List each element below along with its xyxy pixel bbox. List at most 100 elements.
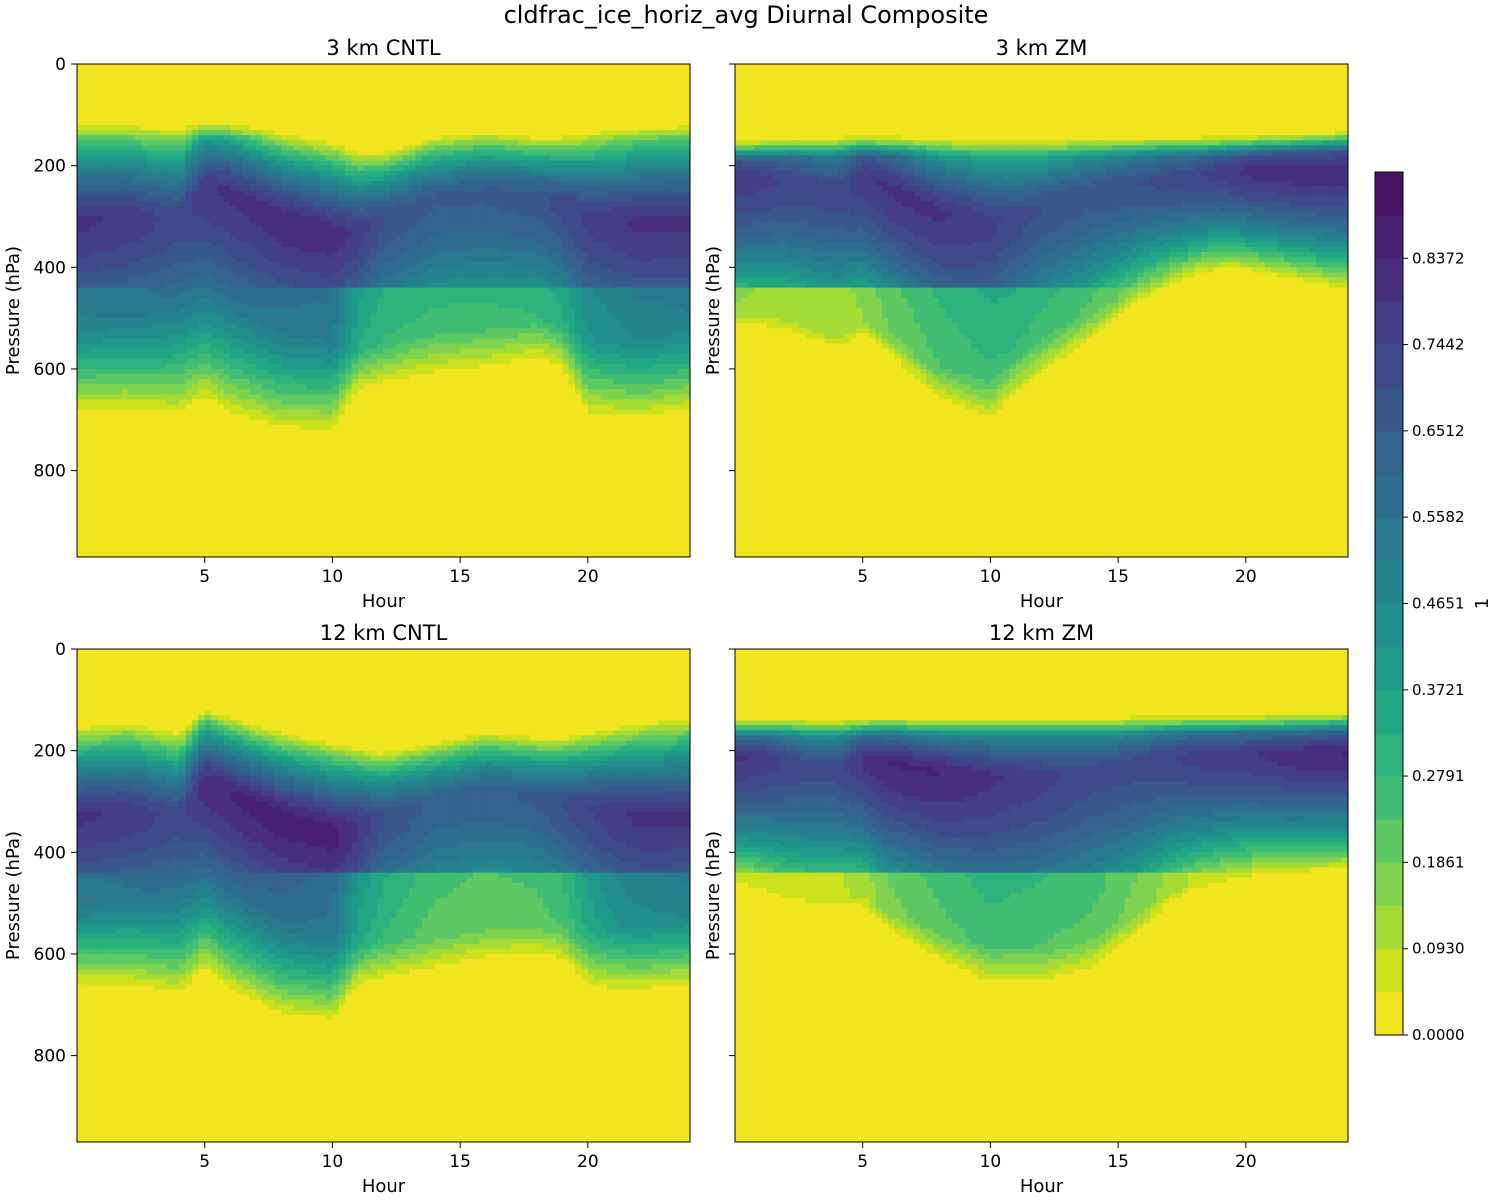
contour-cell bbox=[1067, 145, 1075, 151]
contour-cell bbox=[1143, 287, 1151, 294]
contour-cell bbox=[613, 272, 621, 289]
contour-cell bbox=[901, 287, 909, 299]
contour-cell bbox=[1150, 246, 1158, 253]
contour-cell bbox=[530, 140, 538, 146]
contour-cell bbox=[440, 155, 448, 162]
contour-cell bbox=[1303, 267, 1311, 273]
contour-cell bbox=[287, 394, 295, 406]
contour-cell bbox=[332, 409, 340, 416]
contour-cell bbox=[1098, 170, 1106, 177]
contour-cell bbox=[434, 343, 442, 355]
contour-cell bbox=[1022, 155, 1030, 162]
contour-cell bbox=[1118, 206, 1126, 223]
contour-cell bbox=[306, 429, 314, 557]
contour-cell bbox=[651, 130, 659, 136]
contour-cell bbox=[1175, 206, 1183, 212]
contour-cell bbox=[939, 201, 947, 212]
contour-cell bbox=[920, 384, 928, 557]
contour-cell bbox=[1233, 226, 1241, 233]
contour-cell bbox=[792, 257, 800, 268]
contour-cell bbox=[306, 175, 314, 182]
contour-cell bbox=[664, 338, 672, 345]
contour-cell bbox=[332, 185, 340, 192]
contour-cell bbox=[396, 64, 404, 151]
contour-cell bbox=[932, 196, 940, 207]
contour-cell bbox=[543, 145, 551, 151]
contour-cell bbox=[243, 140, 251, 146]
contour-cell bbox=[1054, 338, 1062, 350]
contour-cell bbox=[894, 155, 902, 162]
contour-cell bbox=[594, 241, 602, 263]
contour-cell bbox=[1047, 267, 1055, 279]
contour-cell bbox=[421, 145, 429, 151]
contour-cell bbox=[1092, 165, 1100, 172]
contour-cell bbox=[1067, 241, 1075, 258]
contour-cell bbox=[128, 175, 136, 187]
contour-cell bbox=[409, 343, 417, 350]
contour-cell bbox=[370, 155, 378, 162]
contour-cell bbox=[1175, 170, 1183, 192]
contour-cell bbox=[313, 429, 321, 557]
contour-cell bbox=[1264, 252, 1272, 258]
contour-cell bbox=[575, 165, 583, 172]
contour-cell bbox=[236, 302, 244, 319]
contour-cell bbox=[766, 236, 774, 248]
contour-cell bbox=[901, 277, 909, 289]
contour-cell bbox=[1150, 267, 1158, 273]
contour-cell bbox=[632, 206, 640, 218]
contour-cell bbox=[830, 155, 838, 162]
contour-cell bbox=[1284, 246, 1292, 253]
contour-cell bbox=[638, 160, 646, 167]
contour-cell bbox=[364, 231, 372, 258]
contour-cell bbox=[517, 236, 525, 253]
contour-cell bbox=[77, 399, 84, 411]
contour-cell bbox=[255, 64, 263, 131]
contour-cell bbox=[1111, 155, 1119, 162]
contour-cell bbox=[1296, 165, 1304, 187]
contour-cell bbox=[211, 368, 219, 375]
contour-cell bbox=[913, 175, 921, 182]
contour-cell bbox=[575, 333, 583, 345]
contour-cell bbox=[1073, 272, 1081, 284]
contour-cell bbox=[1047, 180, 1055, 187]
contour-cell bbox=[741, 196, 749, 212]
contour-cell bbox=[543, 170, 551, 177]
contour-cell bbox=[1111, 257, 1119, 263]
y-tick-label: 0 bbox=[55, 55, 66, 75]
contour-cell bbox=[677, 343, 685, 355]
contour-cell bbox=[587, 185, 595, 197]
contour-cell bbox=[830, 282, 838, 289]
contour-cell bbox=[517, 287, 525, 309]
contour-cell bbox=[191, 175, 199, 187]
contour-cell bbox=[932, 389, 940, 395]
contour-cell bbox=[300, 191, 308, 197]
contour-cell bbox=[281, 140, 289, 146]
contour-cell bbox=[1162, 272, 1170, 279]
contour-cell bbox=[926, 201, 934, 218]
contour-cell bbox=[606, 282, 614, 289]
contour-cell bbox=[760, 252, 768, 263]
contour-cell bbox=[824, 160, 832, 167]
contour-cell bbox=[421, 358, 429, 365]
contour-cell bbox=[1213, 252, 1221, 258]
contour-cell bbox=[351, 170, 359, 177]
contour-cell bbox=[211, 140, 219, 146]
contour-cell bbox=[1169, 231, 1177, 238]
contour-cell bbox=[536, 287, 544, 319]
contour-cell bbox=[77, 150, 84, 157]
contour-cell bbox=[89, 155, 97, 162]
contour-cell bbox=[1252, 246, 1260, 253]
contour-cell bbox=[581, 374, 589, 385]
contour-cell bbox=[300, 180, 308, 187]
contour-cell bbox=[364, 206, 372, 218]
contour-cell bbox=[274, 180, 282, 187]
contour-cell bbox=[638, 130, 646, 136]
contour-cell bbox=[89, 796, 97, 803]
contour-cell bbox=[606, 165, 614, 172]
contour-cell bbox=[134, 241, 142, 263]
contour-cell bbox=[798, 221, 806, 238]
contour-cell bbox=[939, 185, 947, 192]
contour-cell bbox=[1213, 64, 1221, 136]
contour-cell bbox=[485, 160, 493, 167]
contour-cell bbox=[1245, 160, 1253, 167]
